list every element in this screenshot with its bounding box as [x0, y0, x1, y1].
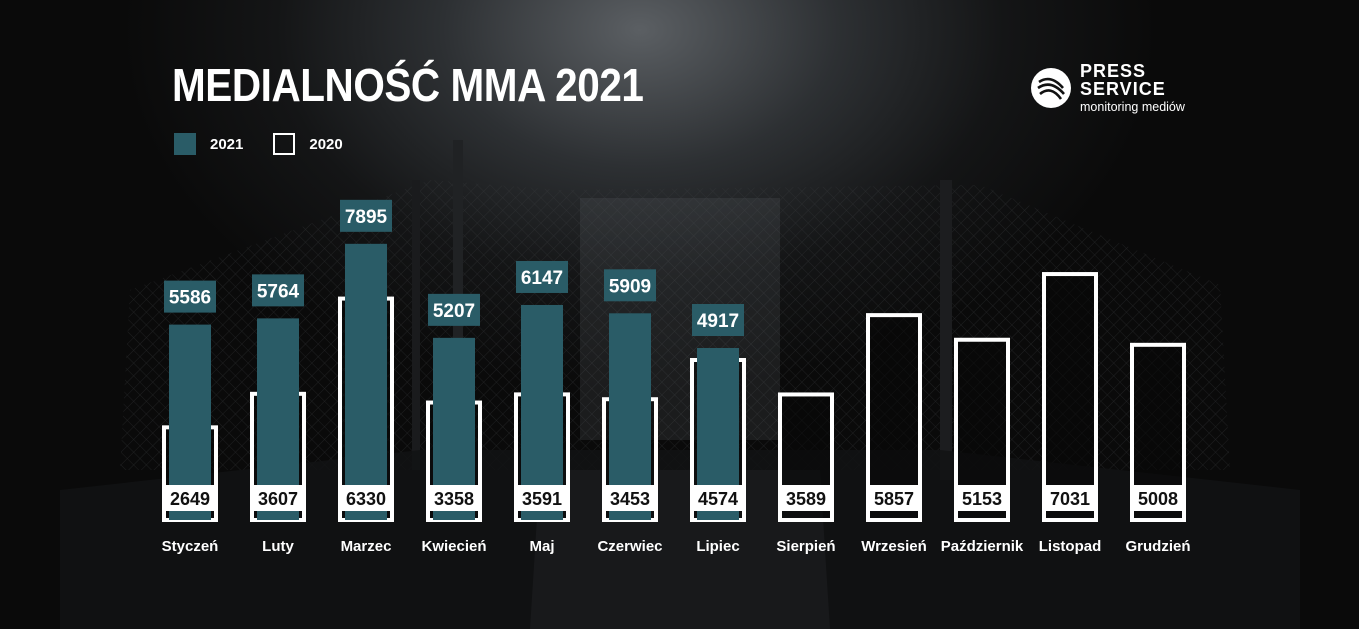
- value-label-2020-9: 5857: [874, 489, 914, 509]
- press-service-logo-icon: [1031, 67, 1071, 108]
- bar-2021-3: [345, 243, 387, 521]
- legend-label-2020: 2020: [309, 135, 343, 153]
- logo-line-tagline: monitoring mediów: [1080, 100, 1185, 114]
- value-label-2021-4: 5207: [433, 301, 475, 322]
- value-label-2021-1: 5586: [169, 288, 211, 309]
- category-label-12: Grudzień: [1125, 538, 1190, 555]
- value-label-2020-4: 3358: [434, 489, 474, 509]
- label-box-2020-2: [252, 485, 304, 511]
- category-label-8: Sierpień: [776, 538, 835, 555]
- legend-item-2021: 2021: [174, 133, 243, 155]
- label-box-2020-8: [780, 485, 832, 511]
- label-box-2021-4: [428, 293, 480, 326]
- category-label-2: Luty: [262, 538, 294, 555]
- value-label-2020-8: 3589: [786, 489, 826, 509]
- value-label-2021-6: 5909: [609, 276, 651, 297]
- legend-swatch-2021: [174, 133, 196, 155]
- value-label-2020-1: 2649: [170, 489, 210, 509]
- category-label-9: Wrzesień: [861, 538, 927, 555]
- value-label-2021-7: 4917: [697, 311, 739, 332]
- logo-line-service: SERVICE: [1080, 79, 1166, 99]
- logo-text: PRESS SERVICE monitoring mediów: [1080, 62, 1185, 114]
- bar-2020-11: [1042, 272, 1098, 523]
- label-box-2021-5: [516, 260, 568, 293]
- category-label-6: Czerwiec: [597, 538, 662, 555]
- label-box-2020-10: [956, 485, 1008, 511]
- value-label-2020-12: 5008: [1138, 489, 1178, 509]
- label-box-2021-6: [604, 269, 656, 302]
- press-service-logo: PRESS SERVICE monitoring mediów: [1030, 62, 1185, 114]
- label-box-2020-3: [340, 485, 392, 511]
- label-box-2021-3: [340, 199, 392, 232]
- label-box-2020-4: [428, 485, 480, 511]
- value-label-2020-6: 3453: [610, 489, 650, 509]
- value-label-2020-11: 7031: [1050, 489, 1090, 509]
- value-label-2021-5: 6147: [521, 268, 563, 289]
- value-label-2020-5: 3591: [522, 489, 562, 509]
- label-box-2020-12: [1132, 485, 1184, 511]
- category-label-4: Kwiecień: [421, 538, 486, 555]
- logo-line-press: PRESS: [1080, 61, 1147, 81]
- value-label-2020-10: 5153: [962, 489, 1002, 509]
- legend-swatch-2020: [273, 133, 296, 155]
- label-box-2021-2: [252, 274, 304, 307]
- label-box-2020-11: [1044, 485, 1096, 511]
- legend: 2021 2020: [174, 133, 343, 155]
- value-label-2020-7: 4574: [698, 489, 738, 509]
- label-box-2020-7: [692, 485, 744, 511]
- label-box-2020-9: [868, 485, 920, 511]
- category-label-10: Październik: [941, 538, 1024, 555]
- value-label-2021-2: 5764: [257, 281, 300, 302]
- category-label-3: Marzec: [341, 538, 392, 555]
- chart-title: MEDIALNOŚĆ MMA 2021: [172, 59, 644, 111]
- bar-2021-5: [521, 304, 563, 520]
- value-label-2020-3: 6330: [346, 489, 386, 509]
- label-box-2020-5: [516, 485, 568, 511]
- label-box-2020-1: [164, 485, 216, 511]
- legend-item-2020: 2020: [273, 133, 343, 155]
- value-label-2020-2: 3607: [258, 489, 298, 509]
- label-box-2021-1: [164, 280, 216, 313]
- label-box-2020-6: [604, 485, 656, 511]
- legend-label-2021: 2021: [210, 135, 244, 153]
- value-label-2021-3: 7895: [345, 207, 388, 228]
- label-box-2021-7: [692, 304, 744, 337]
- category-label-5: Maj: [529, 538, 554, 555]
- category-label-11: Listopad: [1039, 538, 1102, 555]
- category-label-1: Styczeń: [162, 538, 219, 555]
- category-label-7: Lipiec: [696, 538, 739, 555]
